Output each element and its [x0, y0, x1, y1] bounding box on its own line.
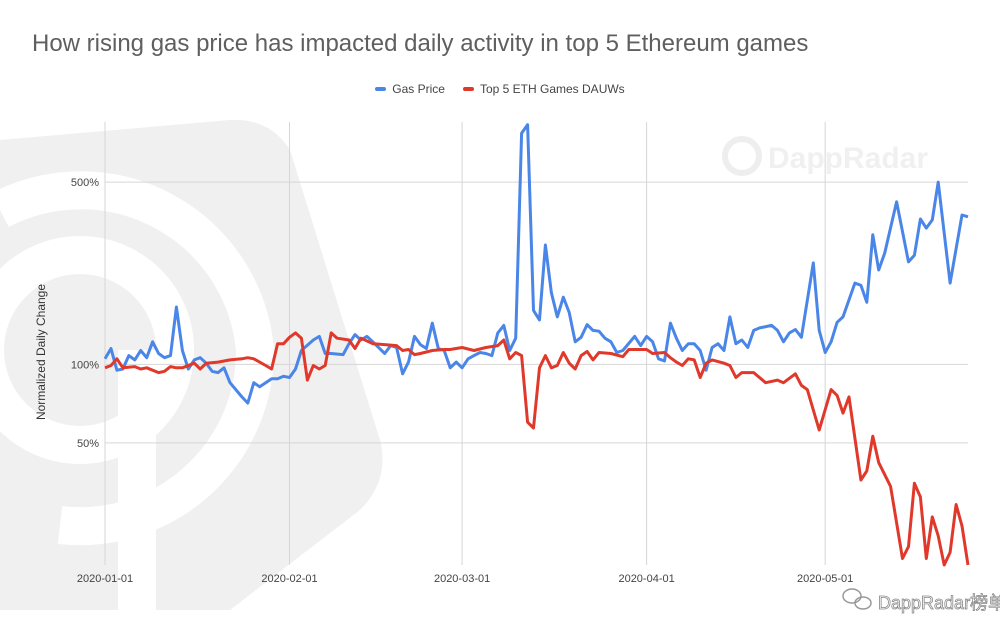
series-dauws [104, 331, 970, 567]
chart-title: How rising gas price has impacted daily … [32, 30, 809, 57]
svg-text:DappRadar: DappRadar [768, 142, 928, 175]
legend: Gas Price Top 5 ETH Games DAUWs [0, 82, 1000, 96]
y-axis-label: Normalized Daily Change [34, 284, 48, 420]
x-tick-label: 2020-03-01 [434, 573, 490, 585]
dappradar-text-watermark: DappRadar [722, 136, 928, 176]
x-tick-label: 2020-04-01 [618, 573, 674, 585]
y-tick-label: 500% [71, 177, 99, 189]
legend-item-dauws[interactable]: Top 5 ETH Games DAUWs [462, 82, 625, 96]
y-tick-label: 50% [77, 438, 99, 450]
legend-swatch-red [462, 87, 474, 91]
y-tick-label: 100% [71, 359, 99, 371]
svg-text:DappRadar榜单: DappRadar榜单 [878, 593, 1000, 613]
wechat-watermark: DappRadar榜单 [842, 588, 1000, 613]
legend-label: Top 5 ETH Games DAUWs [479, 82, 625, 96]
legend-item-gas-price[interactable]: Gas Price [375, 82, 445, 96]
gridlines [104, 122, 968, 565]
legend-label: Gas Price [392, 82, 445, 96]
wechat-icon [842, 588, 872, 610]
x-tick-label: 2020-05-01 [797, 573, 853, 585]
series-line [103, 123, 969, 405]
x-tick-label: 2020-02-01 [261, 573, 317, 585]
x-tick-label: 2020-01-01 [77, 573, 133, 585]
legend-swatch-blue [375, 87, 387, 91]
